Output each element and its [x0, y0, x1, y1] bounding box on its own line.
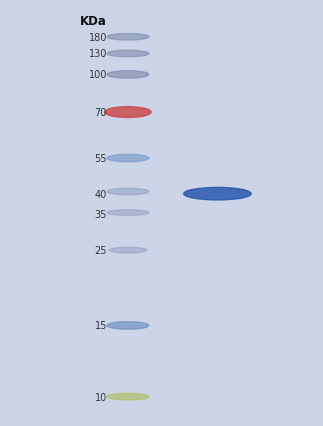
Text: 10: 10 — [95, 391, 107, 402]
Text: 15: 15 — [95, 321, 107, 331]
Text: 40: 40 — [95, 189, 107, 199]
Ellipse shape — [107, 322, 149, 329]
Ellipse shape — [109, 248, 147, 253]
Ellipse shape — [107, 210, 149, 216]
Ellipse shape — [107, 155, 149, 162]
Text: 55: 55 — [95, 154, 107, 164]
Text: 70: 70 — [95, 108, 107, 118]
Text: 180: 180 — [89, 33, 107, 43]
Ellipse shape — [107, 72, 149, 79]
Text: KDa: KDa — [80, 14, 107, 28]
Text: 100: 100 — [89, 70, 107, 80]
Ellipse shape — [107, 35, 149, 41]
Ellipse shape — [107, 51, 149, 58]
Text: 35: 35 — [95, 209, 107, 219]
Ellipse shape — [107, 393, 149, 400]
Ellipse shape — [184, 188, 251, 201]
Text: 130: 130 — [89, 49, 107, 59]
Text: 25: 25 — [95, 245, 107, 256]
Ellipse shape — [107, 189, 149, 196]
Ellipse shape — [105, 107, 151, 118]
